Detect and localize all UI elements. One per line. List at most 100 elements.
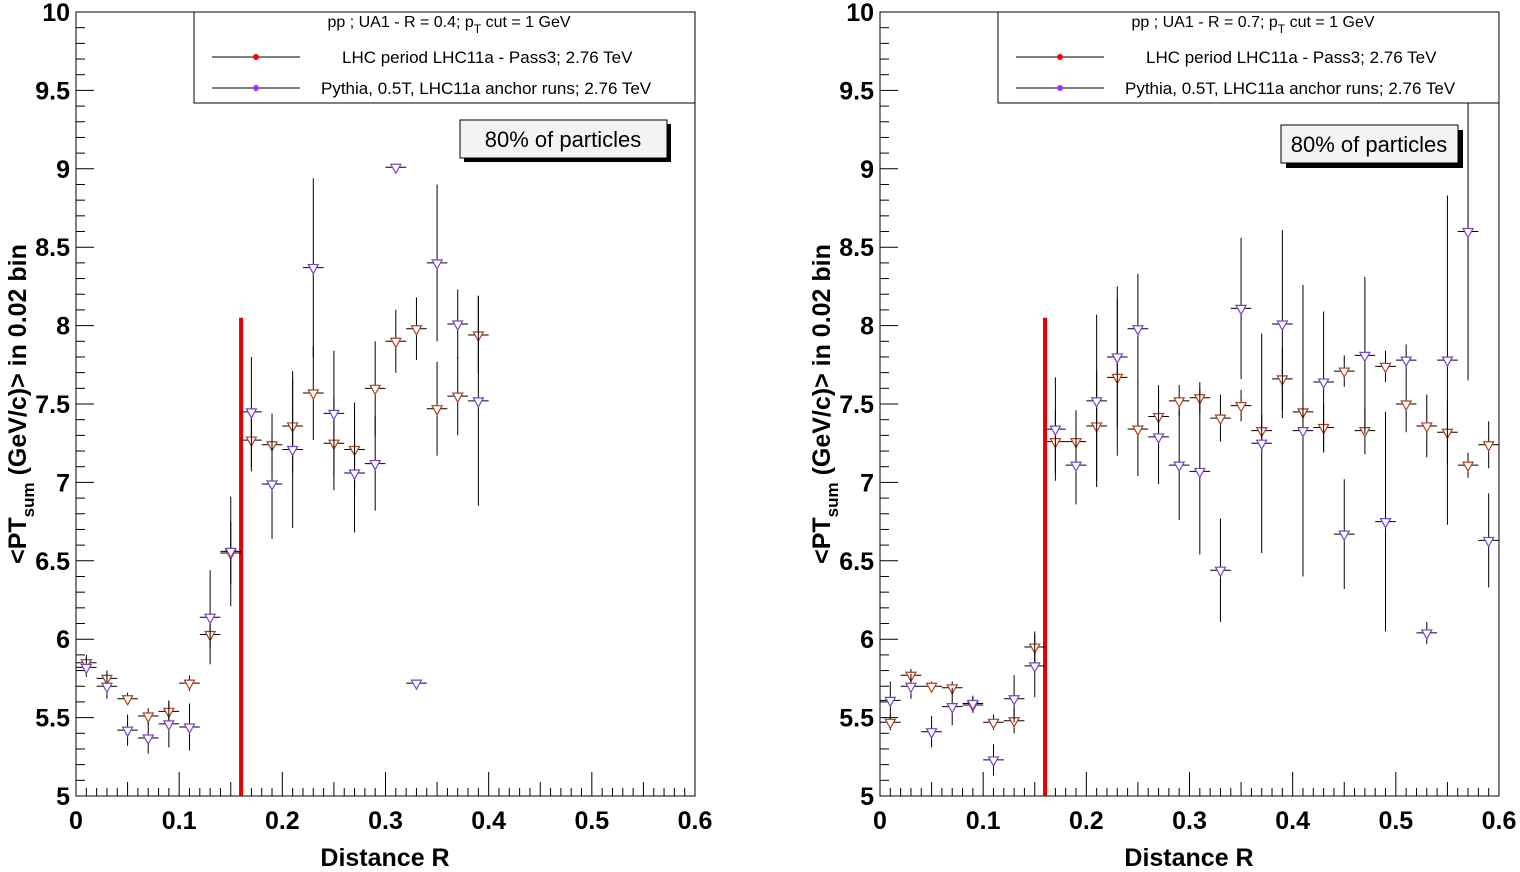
x-tick-label: 0.5: [1378, 807, 1413, 835]
pythia-data-point: [1272, 229, 1293, 419]
y-tick-label: 8.5: [35, 234, 70, 262]
pythia-data-point: [1313, 311, 1334, 453]
x-tick-label: 0.6: [678, 807, 713, 835]
annotation-box: 80% of particles: [1280, 124, 1463, 168]
annotation-box: 80% of particles: [459, 119, 671, 162]
lhc-data-point: [385, 309, 407, 373]
pythia-data-point: [921, 716, 942, 748]
pythia-data-point: [261, 429, 283, 539]
lhc-data-point: [447, 356, 469, 436]
lhc-data-point: [426, 361, 448, 456]
pythia-data-point: [1230, 237, 1252, 379]
y-tick-label: 6.5: [35, 548, 70, 576]
pythia-data-point: [1251, 333, 1273, 553]
y-tick-label: 5: [56, 783, 70, 811]
lhc-data-point: [179, 675, 200, 691]
axis-ticks: [879, 11, 1500, 797]
legend-header: pp ; UA1 - R = 0.7; pT cut = 1 GeV: [1131, 14, 1374, 36]
pythia-data-point: [282, 371, 303, 528]
y-tick-label: 9.5: [839, 77, 874, 105]
lhc-data-point: [1478, 421, 1499, 469]
pythia-data-point: [199, 570, 221, 665]
x-tick-label: 0.1: [162, 807, 197, 835]
lhc-data-point: [1168, 385, 1190, 417]
y-tick-label: 5.5: [839, 705, 874, 733]
pythia-data-point: [385, 163, 407, 175]
right-chart-panel: 55.566.577.588.599.510 0 0.1 0.2 0.3 0.4 0.5 0…: [808, 0, 1516, 872]
pythia-data-point: [983, 744, 1004, 776]
pythia-data-point: [241, 356, 262, 467]
x-axis-title: Distance R: [320, 844, 449, 872]
legend-marker-pythia: [1057, 85, 1063, 91]
pythia-data-point: [364, 416, 386, 511]
annotation-frame: [1280, 124, 1459, 164]
y-tick-label: 8: [860, 313, 874, 341]
y-tick-label: 10: [42, 0, 70, 27]
lhc-data-point: [1416, 394, 1438, 458]
pythia-data-point: [1210, 518, 1231, 622]
y-tick-label: 6: [860, 626, 874, 654]
x-tick-label: 0.4: [471, 807, 506, 835]
x-tick-labels: 0 0.1 0.2 0.3 0.4 0.5 0.6: [873, 807, 1516, 835]
lhc-data-point: [1230, 389, 1252, 422]
pythia-data-point: [1168, 410, 1190, 521]
data-layer: [76, 163, 489, 754]
pythia-data-point: [1416, 621, 1438, 644]
lhc-data-point: [1457, 452, 1479, 478]
pythia-data-point: [1024, 634, 1046, 698]
y-tick-label: 8: [56, 313, 70, 341]
x-tick-label: 0.3: [1172, 807, 1207, 835]
y-tick-label: 7.5: [35, 391, 70, 419]
y-tick-label: 7.5: [839, 391, 874, 419]
pythia-data-point: [1478, 493, 1499, 588]
x-tick-label: 0.2: [265, 807, 300, 835]
pythia-data-point: [1333, 479, 1355, 590]
lhc-data-point: [1210, 394, 1231, 442]
x-tick-label: 0.5: [574, 807, 609, 835]
pythia-data-point: [302, 178, 324, 357]
x-tick-label: 0: [873, 807, 887, 835]
x-axis-title: Distance R: [1124, 844, 1253, 872]
pythia-data-point: [1395, 344, 1417, 376]
y-tick-labels: 5 5.5 6 6.5 7 7.5 8 8.5 9 9.5 10: [35, 0, 70, 811]
pythia-data-point: [1086, 314, 1107, 488]
pythia-data-point: [1437, 195, 1458, 525]
legend-label-pythia: Pythia, 0.5T, LHC11a anchor runs; 2.76 T…: [1125, 79, 1456, 98]
legend-label-pythia: Pythia, 0.5T, LHC11a anchor runs; 2.76 T…: [321, 79, 652, 98]
y-tick-labels: 5 5.5 6 6.5 7 7.5 8 8.5 9 9.5 10: [839, 0, 874, 811]
lhc-data-point: [1333, 355, 1355, 387]
y-tick-label: 8.5: [839, 234, 874, 262]
pythia-data-point: [447, 289, 469, 359]
lhc-data-point: [406, 297, 427, 361]
x-tick-label: 0.2: [1069, 807, 1104, 835]
pythia-data-point: [96, 673, 118, 699]
x-tick-label: 0: [69, 807, 83, 835]
legend-marker-lhc: [253, 54, 259, 60]
pythia-data-point: [900, 673, 922, 699]
pythia-data-point: [406, 679, 427, 691]
lhc-data-point: [117, 692, 138, 707]
pythia-data-point: [468, 295, 489, 506]
pythia-data-point: [323, 350, 345, 477]
pythia-data-point: [158, 700, 180, 748]
y-tick-label: 6: [56, 626, 70, 654]
y-tick-label: 9.5: [35, 77, 70, 105]
legend-marker-lhc: [1057, 54, 1063, 60]
pythia-data-point: [1127, 273, 1149, 384]
pythia-data-point: [1065, 425, 1087, 505]
y-tick-label: 6.5: [839, 548, 874, 576]
y-tick-label: 9: [860, 156, 874, 184]
x-tick-label: 0.6: [1482, 807, 1517, 835]
y-tick-label: 7: [56, 469, 70, 497]
pythia-data-point: [76, 658, 97, 677]
pythia-data-point: [1354, 276, 1376, 434]
annotation-frame: [459, 119, 668, 159]
left-chart-panel: 55.566.577.588.599.510 0 0.1 0.2 0.3 0.4 0.5 0…: [4, 0, 712, 872]
pythia-data-point: [344, 413, 365, 533]
data-layer: [880, 82, 1499, 776]
y-tick-label: 10: [846, 0, 874, 27]
y-tick-label: 5: [860, 783, 874, 811]
legend: pp ; UA1 - R = 0.7; pT cut = 1 GeV LHC p…: [997, 11, 1500, 104]
legend-marker-pythia: [253, 85, 259, 91]
